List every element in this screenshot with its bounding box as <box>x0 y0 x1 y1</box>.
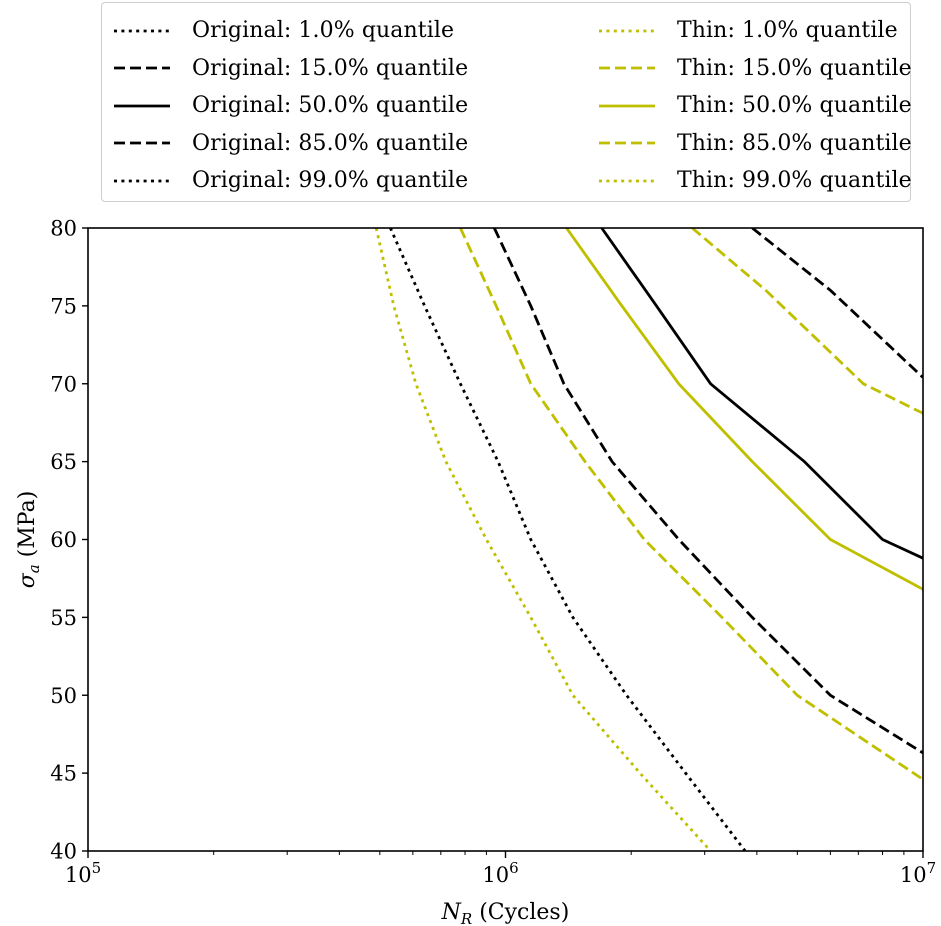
legend-item: Original: 15.0% quantile <box>112 50 468 88</box>
series-line <box>459 228 923 781</box>
legend-item: Thin: 50.0% quantile <box>597 87 912 125</box>
series-line <box>389 228 747 851</box>
series-line <box>493 228 923 755</box>
legend-item: Original: 85.0% quantile <box>112 125 468 163</box>
legend-swatch <box>114 29 170 33</box>
legend-item: Original: 99.0% quantile <box>112 162 468 200</box>
y-tick-label: 60 <box>50 528 77 552</box>
legend-label: Original: 50.0% quantile <box>192 93 469 119</box>
x-axis-label: NR (Cycles) <box>441 900 570 926</box>
legend-swatch <box>114 104 170 108</box>
x-label-subscript: R <box>460 910 472 926</box>
series-line <box>751 228 923 379</box>
y-axis-label: σa (MPa) <box>15 491 43 589</box>
legend-item: Thin: 85.0% quantile <box>597 125 912 163</box>
y-tick-label: 70 <box>50 372 77 396</box>
y-tick-label: 80 <box>50 217 77 241</box>
x-tick-label: 107 <box>900 859 936 887</box>
legend-label: Thin: 85.0% quantile <box>677 130 912 156</box>
y-tick-label: 55 <box>50 606 77 630</box>
y-label-symbol: σ <box>15 572 40 588</box>
legend-item: Thin: 1.0% quantile <box>597 12 912 50</box>
x-tick-label: 105 <box>65 859 101 887</box>
series-line <box>374 228 712 851</box>
y-tick-label: 40 <box>50 840 77 864</box>
legend-item: Thin: 15.0% quantile <box>597 50 912 88</box>
legend-item: Thin: 99.0% quantile <box>597 162 912 200</box>
legend-label: Original: 85.0% quantile <box>192 130 469 156</box>
legend-swatch <box>599 66 655 70</box>
legend-label: Thin: 50.0% quantile <box>677 93 912 119</box>
series-line <box>565 228 923 591</box>
legend-label: Thin: 1.0% quantile <box>677 18 898 44</box>
y-tick-label: 50 <box>50 684 77 708</box>
legend-swatch <box>114 141 170 145</box>
x-tick-exponent: 6 <box>509 859 519 877</box>
legend-swatch <box>599 104 655 108</box>
y-tick-label: 65 <box>50 450 77 474</box>
legend-swatch <box>599 141 655 145</box>
legend-column-thin: Thin: 1.0% quantile Thin: 15.0% quantile… <box>597 12 912 200</box>
legend-label: Thin: 99.0% quantile <box>677 168 912 194</box>
plot-frame <box>87 227 924 852</box>
y-label-unit: (MPa) <box>15 491 40 565</box>
x-label-unit: (Cycles) <box>472 900 569 925</box>
y-tick-label: 45 <box>50 762 77 786</box>
series-line <box>600 228 923 560</box>
legend-column-original: Original: 1.0% quantile Original: 15.0% … <box>112 12 468 200</box>
legend-item: Original: 50.0% quantile <box>112 87 468 125</box>
legend: Original: 1.0% quantile Original: 15.0% … <box>101 2 912 202</box>
legend-label: Thin: 15.0% quantile <box>677 55 912 81</box>
legend-swatch <box>114 179 170 183</box>
x-tick-exponent: 5 <box>92 859 102 877</box>
x-label-symbol: N <box>441 900 462 925</box>
legend-item: Original: 1.0% quantile <box>112 12 468 50</box>
legend-label: Original: 99.0% quantile <box>192 168 469 194</box>
series-layer <box>374 228 923 851</box>
legend-label: Original: 1.0% quantile <box>192 18 455 44</box>
legend-swatch <box>599 29 655 33</box>
x-tick-label: 106 <box>482 859 518 887</box>
legend-swatch <box>114 66 170 70</box>
x-tick-exponent: 7 <box>927 859 937 877</box>
series-line <box>691 228 923 415</box>
y-label-subscript: a <box>25 564 43 573</box>
legend-swatch <box>599 179 655 183</box>
y-tick-label: 75 <box>50 294 77 318</box>
legend-label: Original: 15.0% quantile <box>192 55 469 81</box>
